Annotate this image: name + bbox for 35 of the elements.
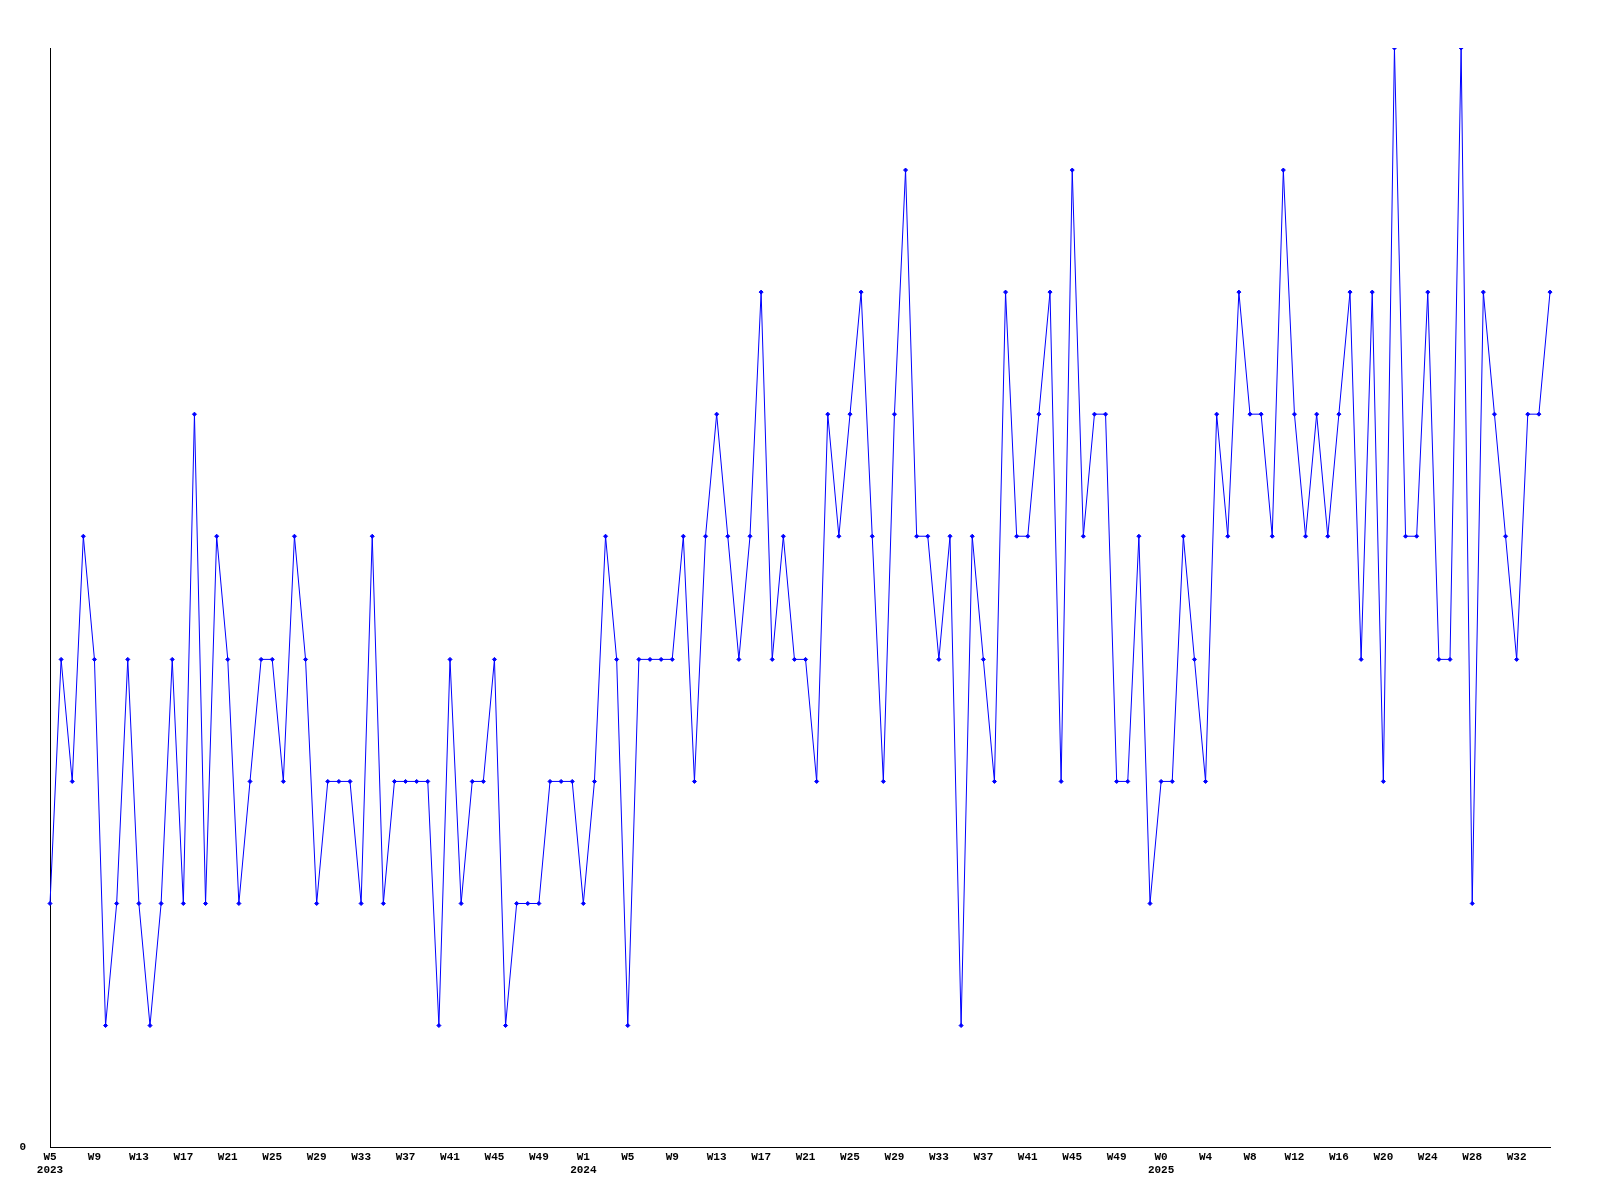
x-tick-label: W8 — [1243, 1150, 1257, 1163]
x-tick-label: W4 — [1198, 1150, 1213, 1163]
x-tick-label: W28 — [1462, 1150, 1483, 1163]
x-tick-label: W29 — [306, 1150, 327, 1163]
x-tick-label: W49 — [1106, 1150, 1127, 1163]
x-tick-label: W33 — [351, 1150, 372, 1163]
x-tick-label: W25 — [262, 1150, 283, 1163]
x-tick-label: W25 — [840, 1150, 861, 1163]
x-tick-label: W5 2023 — [36, 1150, 64, 1177]
x-tick-label: W17 — [173, 1150, 194, 1163]
x-tick-label: W41 — [440, 1150, 461, 1163]
x-tick-label: W9 — [665, 1150, 679, 1163]
x-tick-label: W29 — [884, 1150, 905, 1163]
x-tick-label: W49 — [528, 1150, 549, 1163]
x-tick-label: W32 — [1506, 1150, 1527, 1163]
x-tick-label: W5 — [621, 1150, 635, 1163]
x-tick-label: W45 — [484, 1150, 505, 1163]
x-tick-label: W33 — [928, 1150, 950, 1163]
x-tick-label: W21 — [795, 1150, 816, 1163]
text: 0 — [19, 1141, 26, 1154]
x-tick-label: W1 2024 — [570, 1150, 597, 1177]
x-tick-label: W16 — [1328, 1150, 1349, 1163]
x-tick-label: W45 — [1062, 1150, 1083, 1163]
x-tick-label: W21 — [217, 1150, 239, 1163]
x-tick-label: W0 2025 — [1147, 1150, 1175, 1177]
x-tick-label: W9 — [87, 1150, 102, 1163]
x-tick-label: W13 — [128, 1150, 150, 1163]
x-tick-label: W20 — [1373, 1150, 1394, 1163]
x-tick-label: W12 — [1284, 1150, 1305, 1163]
x-tick-label: W17 — [751, 1150, 772, 1163]
x-tick-label: W41 — [1017, 1150, 1039, 1163]
x-tick-label: W24 — [1417, 1150, 1439, 1163]
x-tick-label: W13 — [706, 1150, 727, 1163]
x-tick-label: W37 — [973, 1150, 994, 1163]
x-tick-label: W37 — [395, 1150, 416, 1163]
